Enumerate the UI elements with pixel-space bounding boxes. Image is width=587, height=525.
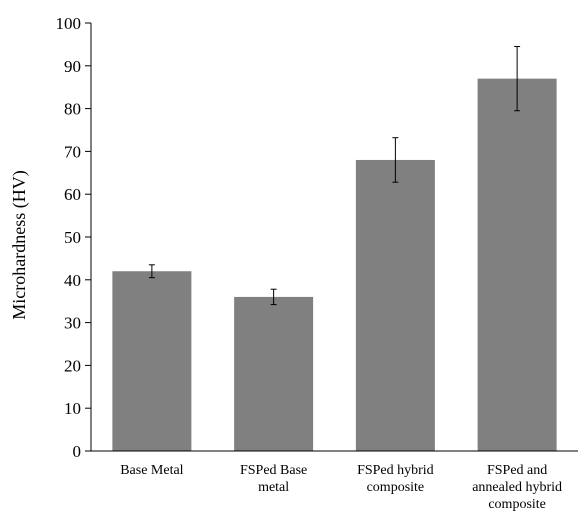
y-tick-label: 60: [64, 185, 81, 204]
y-tick-label: 50: [64, 228, 81, 247]
y-tick-label: 20: [64, 356, 81, 375]
y-tick-label: 0: [73, 442, 82, 461]
bar: [355, 159, 435, 451]
error-bars: [148, 46, 521, 306]
y-axis-ticks: 0 10 20 30 40 50 60 70 80 90 100: [56, 14, 91, 461]
x-category-label: Base Metal: [120, 463, 183, 478]
bar: [112, 271, 192, 451]
x-category-label-line: FSPed Base: [240, 463, 307, 478]
x-category-label-line: Base Metal: [120, 463, 183, 478]
y-tick-label: 80: [64, 100, 81, 119]
bars: [112, 78, 557, 451]
x-category-label: FSPed and annealed hybrid composite: [472, 463, 562, 512]
x-category-label-line: annealed hybrid: [472, 480, 562, 495]
y-axis-title: Microhardness (HV): [9, 170, 30, 319]
x-category-label-line: composite: [488, 497, 546, 512]
x-category-label-line: FSPed hybrid: [357, 463, 434, 478]
x-category-label: FSPed hybrid composite: [357, 463, 434, 495]
bar: [477, 78, 557, 451]
x-category-label-line: metal: [258, 480, 289, 495]
y-tick-label: 100: [56, 14, 82, 33]
y-tick-label: 30: [64, 314, 81, 333]
y-tick-label: 10: [64, 399, 81, 418]
x-axis-labels: Base Metal FSPed Base metal FSPed hybrid com…: [120, 463, 562, 512]
bar: [234, 296, 314, 451]
x-category-label: FSPed Base metal: [240, 463, 307, 495]
y-tick-label: 40: [64, 271, 81, 290]
x-category-label-line: FSPed and: [487, 463, 547, 478]
y-tick-label: 70: [64, 142, 81, 161]
y-tick-label: 90: [64, 57, 81, 76]
x-category-label-line: composite: [367, 480, 425, 495]
